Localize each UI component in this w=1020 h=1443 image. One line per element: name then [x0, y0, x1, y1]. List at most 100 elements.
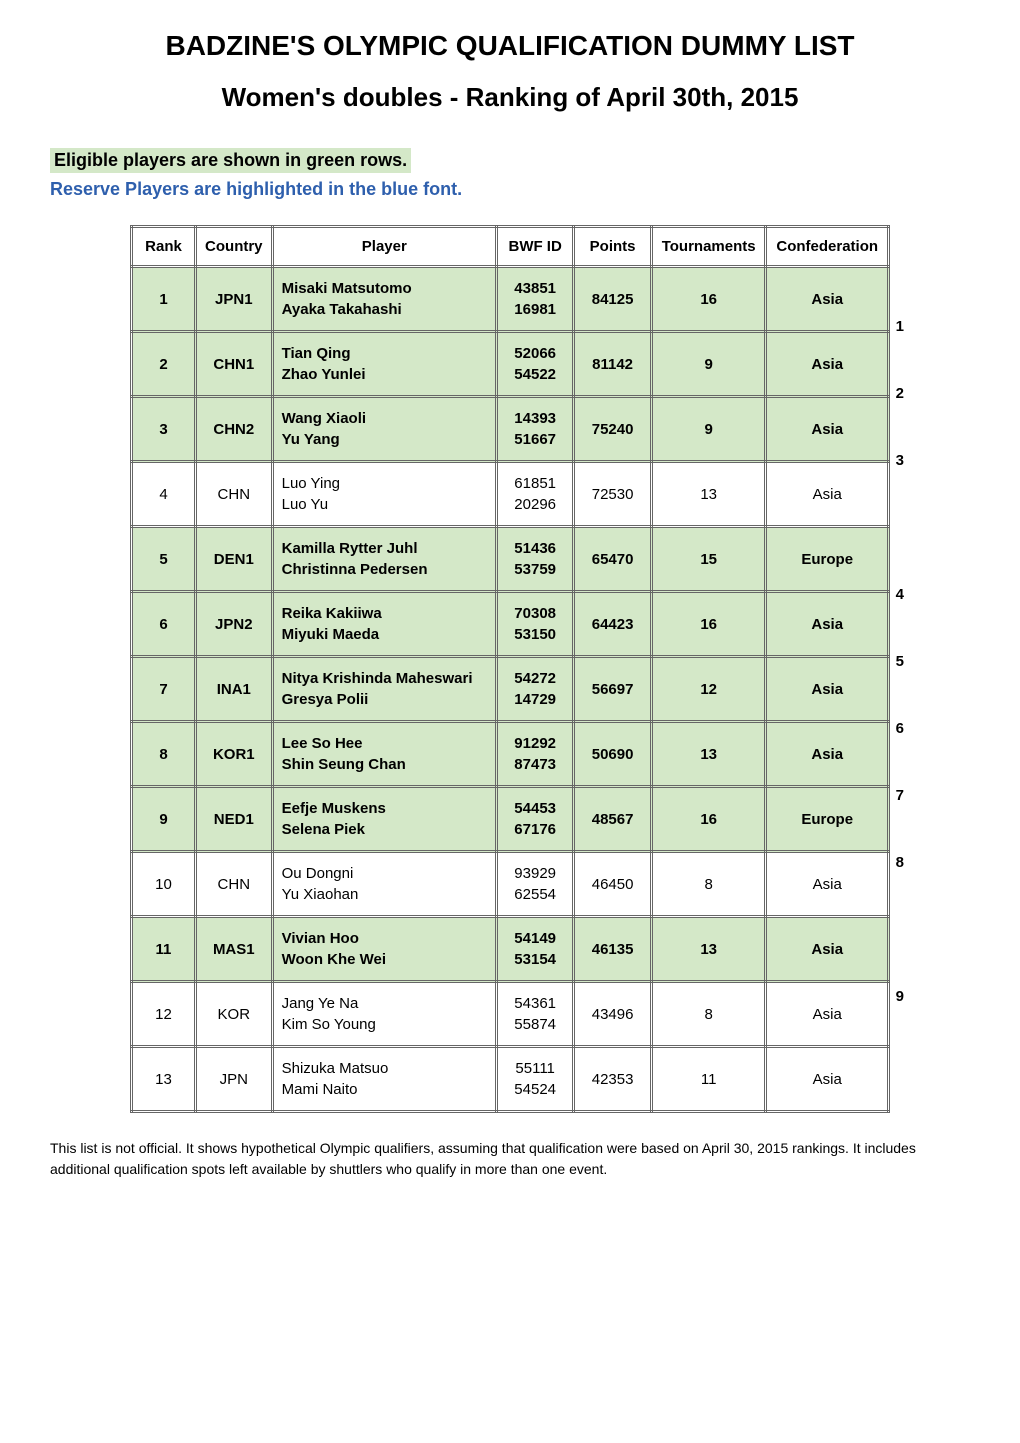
- cell-rank: 9: [132, 787, 196, 852]
- cell-rank: 2: [132, 332, 196, 397]
- player-name-1: Kamilla Rytter Juhl: [282, 538, 489, 559]
- bwf-id-2: 54522: [504, 364, 566, 385]
- cell-tournaments: 16: [651, 592, 766, 657]
- player-name-1: Luo Ying: [282, 473, 489, 494]
- qualification-number: 8: [896, 854, 904, 871]
- cell-points: 84125: [574, 267, 652, 332]
- cell-rank: 3: [132, 397, 196, 462]
- table-row: 7INA1Nitya Krishinda MaheswariGresya Pol…: [132, 657, 889, 722]
- bwf-id-1: 51436: [504, 538, 566, 559]
- cell-country: MAS1: [195, 917, 272, 982]
- cell-player: Misaki MatsutomoAyaka Takahashi: [272, 267, 496, 332]
- bwf-id-2: 53150: [504, 624, 566, 645]
- qualification-number: 1: [896, 318, 904, 335]
- player-name-1: Lee So Hee: [282, 733, 489, 754]
- bwf-id-2: 87473: [504, 754, 566, 775]
- player-name-2: Miyuki Maeda: [282, 624, 489, 645]
- cell-bwf: 5206654522: [497, 332, 574, 397]
- cell-points: 43496: [574, 982, 652, 1047]
- bwf-id-2: 67176: [504, 819, 566, 840]
- player-name-2: Kim So Young: [282, 1014, 489, 1035]
- bwf-id-2: 20296: [504, 494, 566, 515]
- table-row: 3CHN2Wang XiaoliYu Yang1439351667752409A…: [132, 397, 889, 462]
- player-name-2: Zhao Yunlei: [282, 364, 489, 385]
- player-name-2: Gresya Polii: [282, 689, 489, 710]
- cell-rank: 8: [132, 722, 196, 787]
- cell-points: 46450: [574, 852, 652, 917]
- cell-tournaments: 8: [651, 852, 766, 917]
- cell-tournaments: 12: [651, 657, 766, 722]
- player-name-2: Yu Xiaohan: [282, 884, 489, 905]
- table-row: 1JPN1Misaki MatsutomoAyaka Takahashi4385…: [132, 267, 889, 332]
- qualification-number: 6: [896, 720, 904, 737]
- cell-rank: 11: [132, 917, 196, 982]
- table-row: 8KOR1Lee So HeeShin Seung Chan9129287473…: [132, 722, 889, 787]
- legend-reserve: Reserve Players are highlighted in the b…: [50, 179, 970, 200]
- cell-points: 46135: [574, 917, 652, 982]
- header-tournaments: Tournaments: [651, 227, 766, 267]
- table-row: 10CHNOu DongniYu Xiaohan9392962554464508…: [132, 852, 889, 917]
- bwf-id-2: 53759: [504, 559, 566, 580]
- page-title: BADZINE'S OLYMPIC QUALIFICATION DUMMY LI…: [50, 30, 970, 62]
- cell-player: Vivian HooWoon Khe Wei: [272, 917, 496, 982]
- bwf-id-1: 54361: [504, 993, 566, 1014]
- cell-points: 64423: [574, 592, 652, 657]
- cell-rank: 4: [132, 462, 196, 527]
- header-rank: Rank: [132, 227, 196, 267]
- page-subtitle: Women's doubles - Ranking of April 30th,…: [50, 82, 970, 113]
- cell-bwf: 5427214729: [497, 657, 574, 722]
- player-name-2: Selena Piek: [282, 819, 489, 840]
- header-points: Points: [574, 227, 652, 267]
- cell-confederation: Asia: [766, 917, 889, 982]
- cell-tournaments: 9: [651, 397, 766, 462]
- cell-bwf: 5436155874: [497, 982, 574, 1047]
- table-row: 12KORJang Ye NaKim So Young5436155874434…: [132, 982, 889, 1047]
- cell-rank: 1: [132, 267, 196, 332]
- legend-eligible: Eligible players are shown in green rows…: [50, 148, 411, 173]
- qualification-number: 7: [896, 787, 904, 804]
- bwf-id-2: 55874: [504, 1014, 566, 1035]
- bwf-id-2: 62554: [504, 884, 566, 905]
- cell-tournaments: 13: [651, 722, 766, 787]
- cell-bwf: 4385116981: [497, 267, 574, 332]
- cell-bwf: 7030853150: [497, 592, 574, 657]
- cell-country: INA1: [195, 657, 272, 722]
- table-row: 2CHN1Tian QingZhao Yunlei520665452281142…: [132, 332, 889, 397]
- table-row: 5DEN1Kamilla Rytter JuhlChristinna Peder…: [132, 527, 889, 592]
- cell-confederation: Asia: [766, 397, 889, 462]
- cell-confederation: Asia: [766, 267, 889, 332]
- cell-tournaments: 13: [651, 917, 766, 982]
- ranking-table-wrapper: Rank Country Player BWF ID Points Tourna…: [130, 225, 890, 1113]
- player-name-2: Ayaka Takahashi: [282, 299, 489, 320]
- cell-bwf: 5445367176: [497, 787, 574, 852]
- bwf-id-1: 54453: [504, 798, 566, 819]
- table-row: 11MAS1Vivian HooWoon Khe Wei541495315446…: [132, 917, 889, 982]
- qualification-number: 3: [896, 452, 904, 469]
- cell-points: 75240: [574, 397, 652, 462]
- cell-country: CHN: [195, 462, 272, 527]
- qualification-number: 2: [896, 385, 904, 402]
- cell-bwf: 9392962554: [497, 852, 574, 917]
- cell-bwf: 5511154524: [497, 1047, 574, 1112]
- table-row: 6JPN2Reika KakiiwaMiyuki Maeda7030853150…: [132, 592, 889, 657]
- table-row: 13JPNShizuka MatsuoMami Naito55111545244…: [132, 1047, 889, 1112]
- qualification-number: 4: [896, 586, 904, 603]
- cell-points: 81142: [574, 332, 652, 397]
- cell-tournaments: 9: [651, 332, 766, 397]
- cell-tournaments: 16: [651, 787, 766, 852]
- header-bwf: BWF ID: [497, 227, 574, 267]
- player-name-1: Ou Dongni: [282, 863, 489, 884]
- cell-tournaments: 8: [651, 982, 766, 1047]
- cell-rank: 12: [132, 982, 196, 1047]
- cell-country: DEN1: [195, 527, 272, 592]
- cell-country: NED1: [195, 787, 272, 852]
- cell-player: Eefje MuskensSelena Piek: [272, 787, 496, 852]
- bwf-id-1: 91292: [504, 733, 566, 754]
- bwf-id-2: 14729: [504, 689, 566, 710]
- bwf-id-1: 70308: [504, 603, 566, 624]
- cell-country: CHN1: [195, 332, 272, 397]
- bwf-id-2: 54524: [504, 1079, 566, 1100]
- cell-player: Luo YingLuo Yu: [272, 462, 496, 527]
- cell-country: JPN: [195, 1047, 272, 1112]
- player-name-1: Misaki Matsutomo: [282, 278, 489, 299]
